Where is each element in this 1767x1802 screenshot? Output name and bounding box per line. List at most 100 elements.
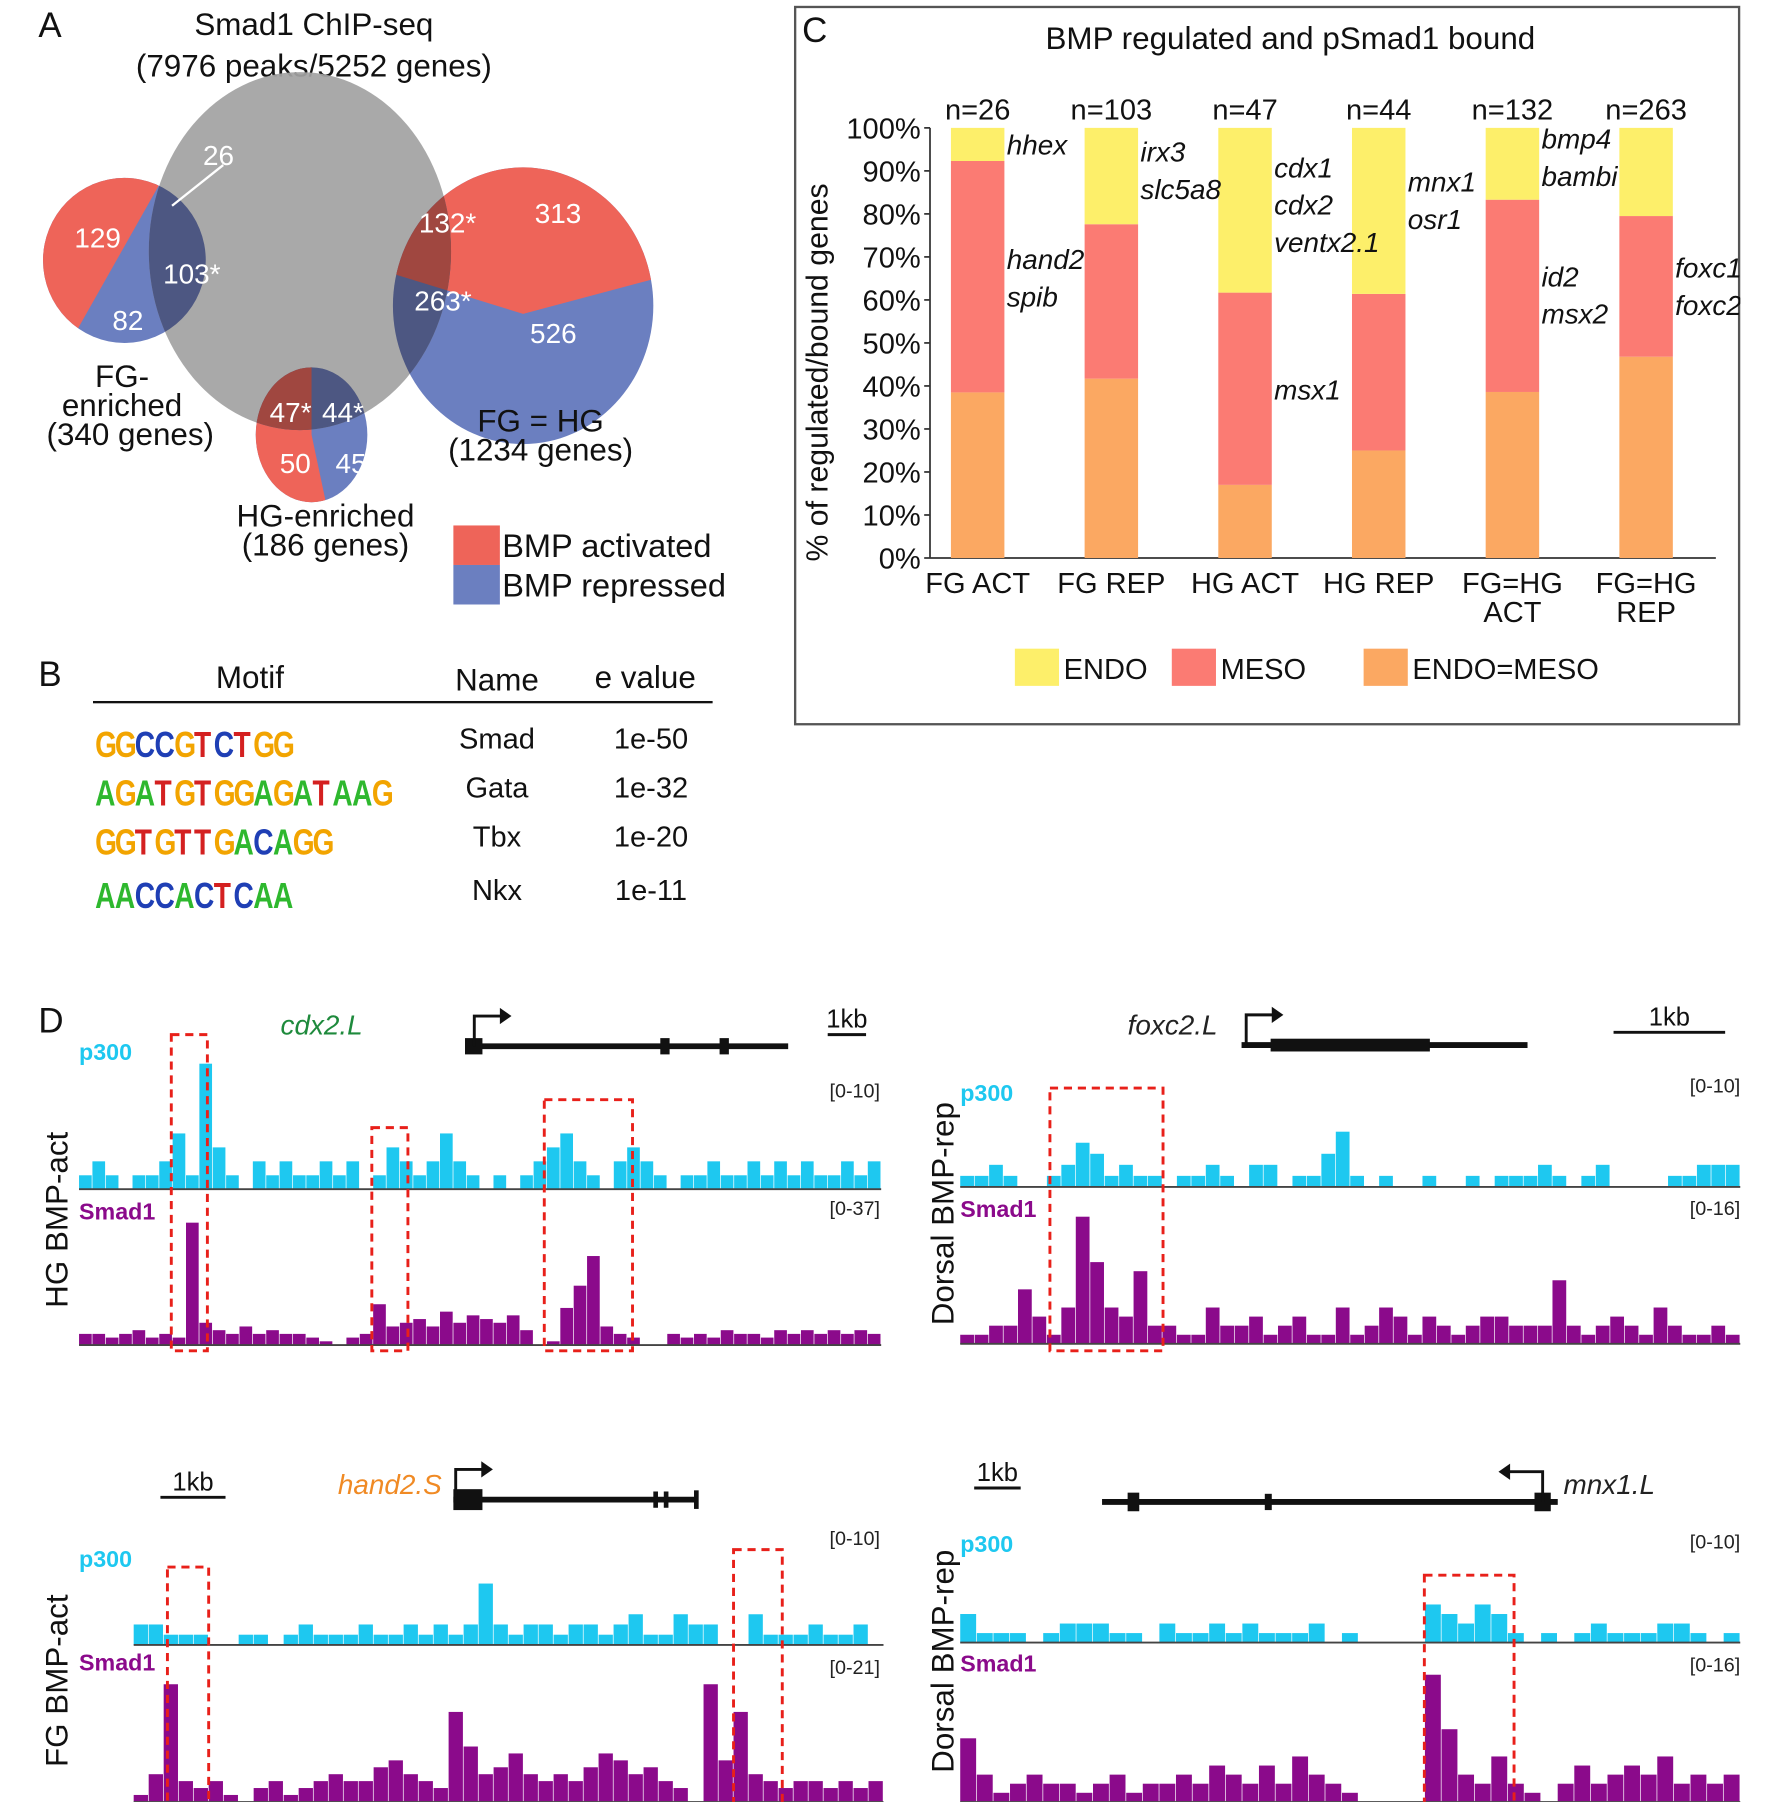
p300-bin [1075, 1142, 1090, 1187]
logo-base-C: C [134, 724, 155, 765]
smad1-bin [523, 1774, 538, 1802]
p300-bin [253, 1634, 268, 1645]
logo-base-C: C [154, 724, 174, 765]
p300-bin [560, 1133, 573, 1190]
bar-segment-endo [950, 127, 1005, 161]
venn-diagram: 26 129 103* 82 132* 313 263* 526 47* 44*… [43, 72, 654, 503]
p300-bin [587, 1175, 600, 1190]
y-tick-label: 20% [863, 457, 921, 489]
smad1-bin [1624, 1765, 1640, 1802]
p300-bin [793, 1634, 808, 1645]
smad1-bin [253, 1788, 268, 1802]
smad1-bin [1059, 1783, 1076, 1802]
x-tick-label: FG=HG [1596, 568, 1697, 600]
p300-bin [298, 1624, 313, 1645]
legend-label: ENDO [1064, 654, 1148, 686]
logo-base-C: C [193, 875, 214, 917]
highlight-region-box [165, 1565, 211, 1802]
smad1-bin [386, 1326, 400, 1346]
motif-name: Tbx [472, 820, 522, 854]
p300-bin [800, 1161, 814, 1190]
p300-bin [1379, 1175, 1393, 1187]
p300-bin [1126, 1633, 1143, 1643]
smad1-range-label: [0-21] [829, 1657, 880, 1679]
smad1-bin [172, 1337, 186, 1346]
smad1-bin [1491, 1756, 1508, 1802]
motif-row: GGCCGT CT GG Smad 1e-50 [93, 721, 715, 768]
smad1-bin [506, 1315, 520, 1346]
gene-annotation: id2 [1541, 261, 1579, 292]
logo-base-T: T [174, 821, 191, 863]
smad1-bin [1209, 1765, 1226, 1802]
smad1-bin [1176, 1334, 1191, 1344]
smad1-bin [373, 1304, 386, 1346]
logo-base-A: A [352, 773, 372, 814]
p300-bin [1242, 1623, 1259, 1643]
p300-bin [734, 1175, 747, 1190]
p300-bin [1308, 1623, 1325, 1643]
gene-name: mnx1.L [1564, 1469, 1655, 1500]
smad1-bin [1673, 1783, 1690, 1802]
smad1-bin [1507, 1783, 1524, 1802]
smad1-bin [703, 1684, 718, 1802]
x-tick-label: REP [1616, 597, 1676, 629]
smad1-bin [418, 1781, 433, 1802]
label-fg-enriched-line2: enriched [61, 388, 183, 424]
smad1-bin [643, 1767, 658, 1802]
smad1-bin [268, 1781, 283, 1802]
label-fg-eq-hg-line2: (1234 genes) [448, 432, 634, 468]
p300-bin [1003, 1175, 1018, 1187]
legend-label: ENDO=MESO [1412, 654, 1598, 686]
x-tick-label: HG REP [1323, 568, 1434, 600]
p300-bin [105, 1175, 119, 1190]
label-fg-eq-hg-line1: FG = HG [477, 403, 604, 439]
gene-annotation: msx1 [1274, 375, 1341, 406]
p300-bin [1335, 1131, 1350, 1187]
smad1-bin [343, 1781, 358, 1802]
smad1-bin [1393, 1316, 1408, 1344]
p300-bin [520, 1175, 533, 1190]
smad1-bin [974, 1334, 989, 1344]
p300-bin [1258, 1633, 1275, 1643]
smad1-bin [252, 1333, 266, 1346]
p300-bin [1059, 1623, 1076, 1643]
count-hg-rep-only: 45 [336, 448, 367, 479]
p300-bin [388, 1634, 403, 1645]
p300-range-label: [0-10] [1690, 1076, 1741, 1098]
p300-bin [838, 1634, 853, 1645]
p300-bin [538, 1624, 553, 1645]
smad1-track-label: Smad1 [79, 1650, 155, 1676]
p300-bin [960, 1614, 977, 1643]
smad1-bin [1306, 1334, 1321, 1344]
smad1-bin [1424, 1674, 1441, 1802]
motif-evalue: 1e-20 [613, 820, 689, 854]
p300-bin [193, 1634, 208, 1645]
p300-bin [292, 1175, 306, 1190]
p300-bin [1209, 1623, 1226, 1643]
highlight-region-box [1048, 1086, 1165, 1353]
p300-bin [523, 1624, 538, 1645]
smad1-bin [1335, 1307, 1350, 1344]
p300-bin [808, 1624, 823, 1645]
smad1-bin [667, 1333, 680, 1346]
x-tick-label: ACT [1483, 597, 1541, 629]
smad1-bin [1379, 1307, 1393, 1344]
sequence-logo-smad: GGCCGT CT GG [93, 724, 295, 765]
gene-exon [465, 1038, 483, 1055]
p300-bin [673, 1614, 688, 1645]
smad1-bin [1590, 1783, 1607, 1802]
fg-activated-area [43, 177, 206, 335]
smad1-bin [1723, 1774, 1740, 1802]
bar-segment-endo [1218, 127, 1272, 293]
smad1-bin [853, 1788, 868, 1802]
smad1-bin [1225, 1774, 1242, 1802]
p300-bin [827, 1175, 841, 1190]
panel-d-letter: D [38, 1002, 64, 1041]
header-motif: Motif [215, 660, 284, 696]
smad1-bin [279, 1333, 293, 1346]
smad1-bin [568, 1781, 583, 1802]
smad1-bin [359, 1333, 373, 1346]
count-fgeqhg-act-bound: 132* [419, 208, 477, 239]
smad1-bin [1162, 1325, 1177, 1344]
